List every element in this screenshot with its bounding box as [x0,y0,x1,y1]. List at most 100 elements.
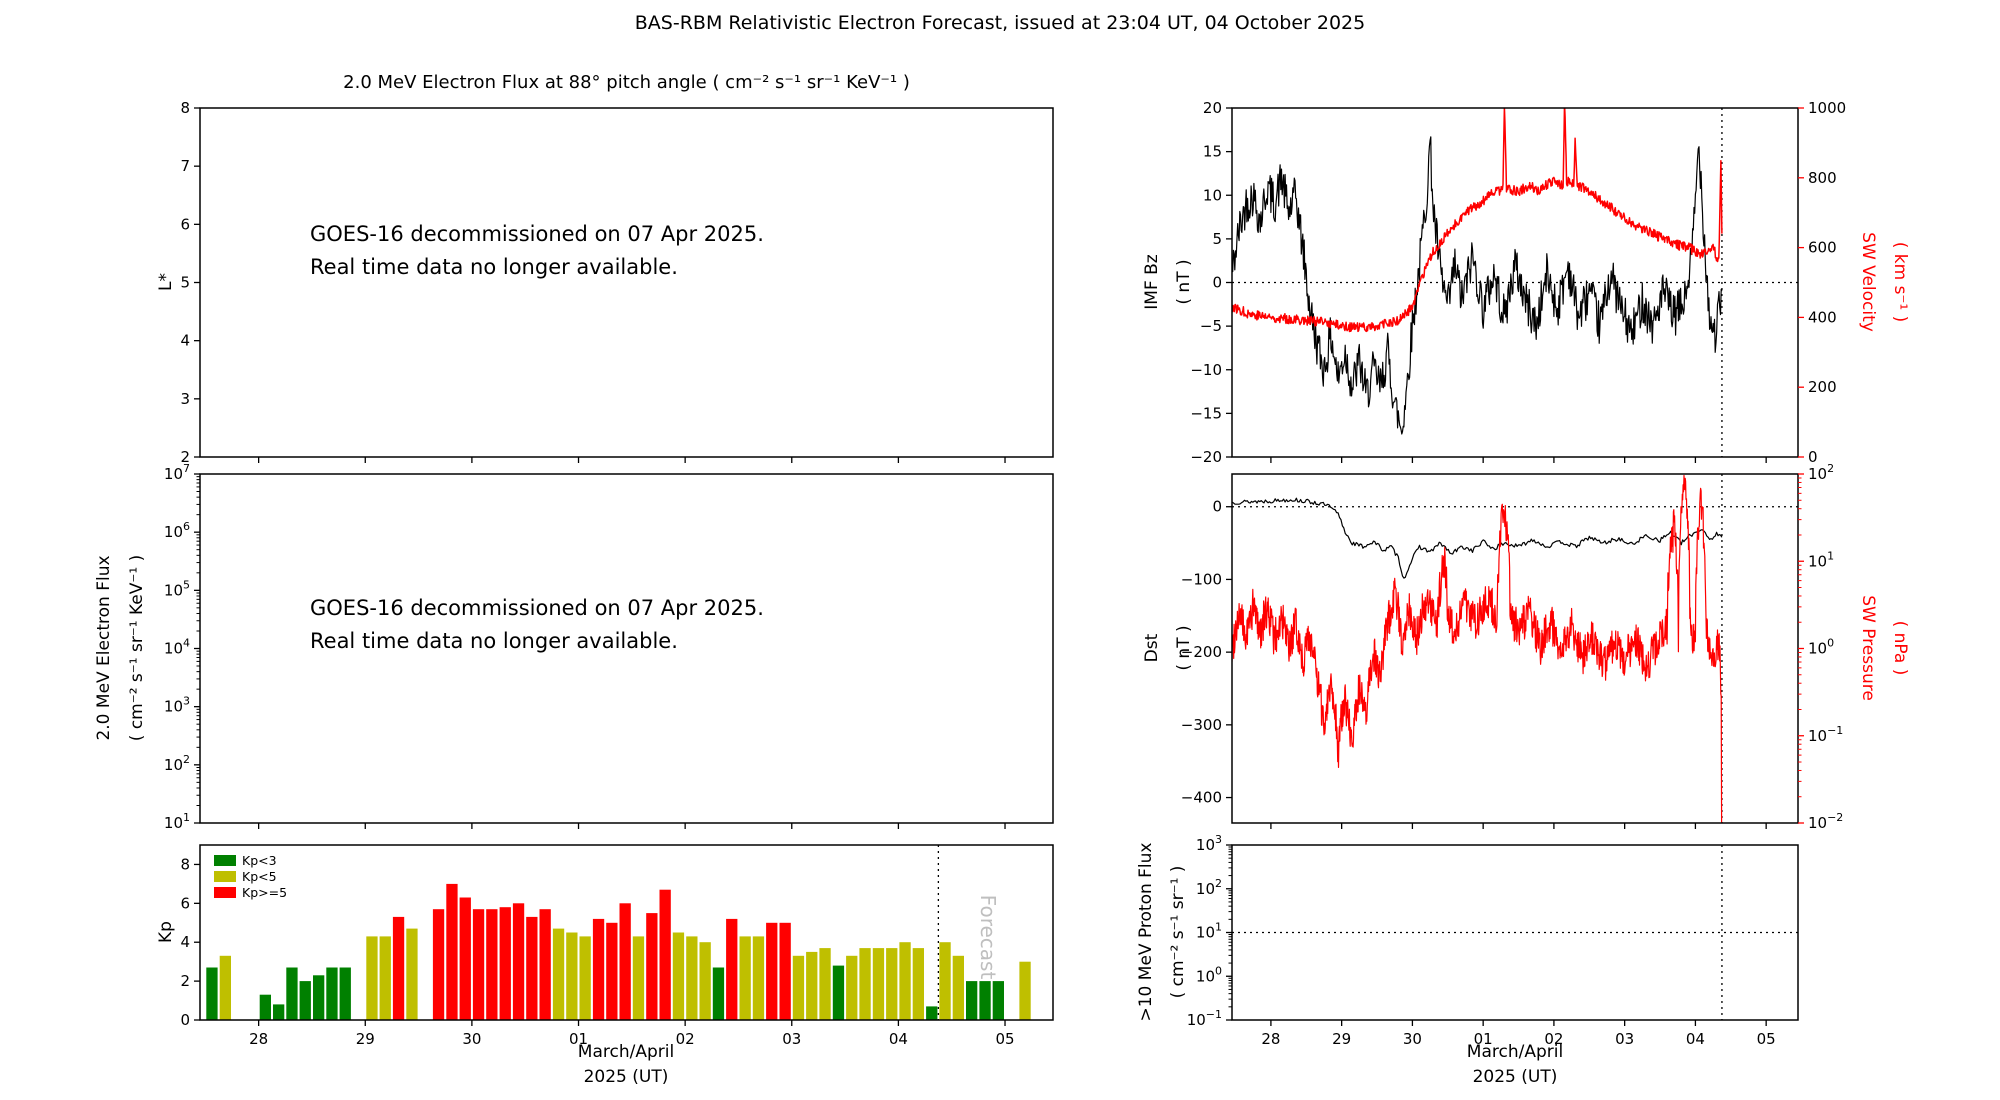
kp-bar [606,922,618,1020]
svg-text:8: 8 [180,99,190,117]
svg-text:101: 101 [164,811,190,832]
svg-text:600: 600 [1808,239,1837,257]
panel-electron-flux-l-title: 2.0 MeV Electron Flux at 88° pitch angle… [343,72,910,93]
xlabel-left-line1: March/April [577,1042,675,1062]
kp-bar [459,897,471,1020]
kp-bar [472,909,485,1020]
svg-text:8: 8 [180,855,190,873]
kp-bar [273,1004,285,1020]
svg-text:02: 02 [1544,1030,1563,1048]
kp-bar [952,955,964,1020]
kp-bar [992,981,1004,1020]
kp-bar [286,967,298,1020]
ylabel-dst-line1: Dst [1142,633,1162,663]
kp-bar [512,903,525,1020]
svg-text:104: 104 [164,637,190,658]
kp-bar [406,928,418,1020]
svg-text:04: 04 [1686,1030,1705,1048]
svg-text:1000: 1000 [1808,99,1846,117]
ylabel-lstar: L* [156,273,176,291]
svg-text:4: 4 [180,332,190,350]
svg-text:03: 03 [1615,1030,1634,1048]
kp-bar [912,948,924,1020]
svg-text:100: 100 [1196,964,1222,985]
ylabel-sw-velocity-line1: SW Velocity [1858,232,1878,332]
svg-text:30: 30 [462,1030,481,1048]
ylabel-sw-pressure-line2: ( nPa ) [1890,620,1910,676]
svg-text:−20: −20 [1190,448,1222,466]
series-SW Velocity (km s⁻¹) [1232,108,1723,333]
svg-text:05: 05 [995,1030,1014,1048]
decommission-notice-line2: Real time data no longer available. [310,255,678,279]
svg-text:6: 6 [180,894,190,912]
kp-bar [446,883,458,1020]
svg-text:10−1: 10−1 [1808,724,1843,745]
ylabel-kp: Kp [156,921,176,943]
svg-text:5: 5 [1212,230,1222,248]
svg-text:0: 0 [180,1011,190,1029]
kp-bar [566,932,578,1020]
svg-text:101: 101 [1808,549,1834,570]
kp-bar [632,936,645,1020]
svg-text:−15: −15 [1190,404,1222,422]
kp-bar [259,994,271,1020]
svg-text:10: 10 [1203,186,1222,204]
kp-bar [659,889,671,1020]
kp-bar [339,967,351,1020]
panel-imf-sw: 20 15 10 5 0 −5 −10 −15 −20 0 200 400 600 800 1000 [1190,99,1846,466]
ylabel-proton-flux-line1: >10 MeV Proton Flux [1136,842,1156,1022]
xlabel-right-line2: 2025 (UT) [1472,1067,1558,1087]
kp-bar [739,936,751,1020]
ylabel-electron-flux-line1: 2.0 MeV Electron Flux [94,555,114,741]
svg-text:400: 400 [1808,308,1837,326]
svg-text:103: 103 [164,695,190,716]
kp-bar [872,948,885,1020]
svg-text:102: 102 [164,753,190,774]
ylabel-dst-line2: ( nT ) [1174,625,1194,671]
kp-bar [819,948,831,1020]
legend-swatch [214,871,236,882]
series-IMF Bz (nT) [1232,136,1723,435]
svg-text:05: 05 [1757,1030,1776,1048]
svg-text:30: 30 [1403,1030,1422,1048]
kp-bar [886,948,898,1020]
kp-bar [646,913,658,1020]
kp-bar [712,967,725,1020]
svg-text:6: 6 [180,215,190,233]
ylabel-imf-bz-line1: IMF Bz [1142,254,1162,310]
kp-bar [526,916,538,1020]
kp-bar [619,903,631,1020]
svg-text:−5: −5 [1200,317,1222,335]
svg-text:10−1: 10−1 [1187,1008,1222,1029]
kp-bar [1019,961,1031,1020]
svg-text:2: 2 [180,972,190,990]
svg-text:105: 105 [164,578,190,599]
svg-text:02: 02 [676,1030,695,1048]
svg-text:01: 01 [1474,1030,1493,1048]
svg-text:03: 03 [782,1030,801,1048]
svg-text:20: 20 [1203,99,1222,117]
kp-bar [326,967,338,1020]
svg-text:800: 800 [1808,169,1837,187]
kp-bar [939,942,951,1020]
svg-text:107: 107 [164,462,190,483]
legend-swatch [214,855,236,866]
xlabel-right-line1: March/April [1466,1042,1564,1062]
svg-text:100: 100 [1808,637,1834,658]
kp-bar [779,922,791,1020]
kp-bar [766,922,778,1020]
kp-bar [552,928,565,1020]
kp-bar [792,955,805,1020]
forecast-label: Forecast [976,894,1000,980]
kp-bar [806,951,818,1020]
svg-text:7: 7 [180,157,190,175]
svg-text:−200: −200 [1181,643,1222,661]
svg-text:−100: −100 [1181,570,1222,588]
svg-text:28: 28 [249,1030,268,1048]
legend-swatch [214,887,236,898]
svg-text:0: 0 [1212,274,1222,292]
svg-text:−10: −10 [1190,361,1222,379]
legend-label: Kp>=5 [242,885,287,900]
svg-text:102: 102 [1808,462,1834,483]
